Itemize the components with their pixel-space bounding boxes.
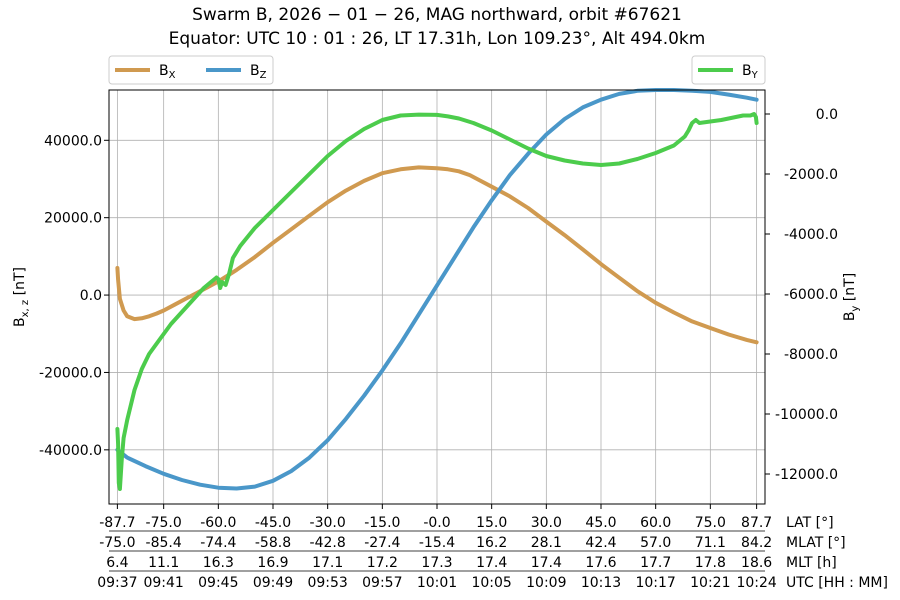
x-tick-label: 16.2	[476, 535, 507, 551]
x-tick-label: 10:09	[526, 575, 566, 591]
x-tick-label: 10:13	[581, 575, 621, 591]
x-tick-label: -45.0	[255, 515, 291, 531]
legend-label: BZ	[250, 63, 267, 81]
x-tick-label: 17.4	[531, 555, 562, 571]
x-tick-label: 16.9	[257, 555, 288, 571]
x-tick-label: 09:49	[253, 575, 293, 591]
left-y-axis-label: Bx, z [nT]	[12, 267, 31, 327]
right-y-tick-label: -2000.0	[784, 167, 838, 183]
left-y-tick-label: -20000.0	[39, 365, 102, 381]
legend-box	[108, 55, 274, 85]
x-tick-label: 17.1	[312, 555, 343, 571]
x-row-label: MLAT [°]	[786, 535, 846, 551]
legend-label: BX	[159, 63, 176, 81]
left-y-tick-label: -40000.0	[39, 443, 102, 459]
x-tick-label: -0.0	[423, 515, 450, 531]
x-tick-label: 45.0	[585, 515, 616, 531]
grid	[109, 90, 765, 504]
x-tick-label: -75.0	[99, 535, 135, 551]
x-row-label: MLT [h]	[786, 555, 837, 571]
legend-left: BX BZ	[108, 55, 274, 85]
x-tick-label: 11.1	[148, 555, 179, 571]
x-tick-label: 09:37	[97, 575, 137, 591]
x-tick-label: -87.7	[99, 515, 135, 531]
x-tick-label: -42.8	[310, 535, 346, 551]
x-tick-label: 09:53	[307, 575, 347, 591]
legend-right: BY	[691, 55, 766, 85]
right-y-axis-label: By [nT]	[842, 273, 861, 321]
x-row-label: UTC [HH : MM]	[786, 575, 888, 591]
x-tick-label: 18.6	[741, 555, 772, 571]
x-tick-label: -15.4	[419, 535, 455, 551]
x-tick-label: 71.1	[695, 535, 726, 551]
x-tick-label: 10:17	[635, 575, 675, 591]
x-tick-label: 84.2	[741, 535, 772, 551]
x-tick-label: 42.4	[585, 535, 616, 551]
x-tick-label: 09:45	[198, 575, 238, 591]
x-tick-label: -74.4	[200, 535, 236, 551]
x-tick-label: 30.0	[531, 515, 562, 531]
left-y-ticks: 40000.0 20000.0 0.0 -20000.0 -40000.0	[39, 133, 109, 459]
chart-title-line1: Swarm B, 2026 − 01 − 26, MAG northward, …	[192, 5, 682, 25]
x-tick-label: -85.4	[146, 535, 182, 551]
x-tick-label: -27.4	[364, 535, 400, 551]
x-tick-label: 17.2	[367, 555, 398, 571]
x-tick-label: 17.6	[585, 555, 616, 571]
x-axis-rows: -87.7 -75.0 -60.0 -45.0 -30.0 -15.0 -0.0 15.0 30…	[97, 504, 888, 591]
x-tick-label: 6.4	[106, 555, 128, 571]
x-tick-label: 28.1	[531, 535, 562, 551]
right-y-ticks: 0.0 -2000.0 -4000.0 -6000.0 -8000.0 -10000.0 -…	[765, 107, 838, 483]
x-tick-label: 17.8	[695, 555, 726, 571]
x-tick-label: -60.0	[200, 515, 236, 531]
series-line-b-y	[115, 112, 759, 491]
x-tick-label: 10:24	[736, 575, 776, 591]
right-y-tick-label: -12000.0	[775, 467, 838, 483]
series-line-b-x	[115, 165, 759, 345]
x-tick-label: 57.0	[640, 535, 671, 551]
x-tick-label: 09:41	[143, 575, 183, 591]
x-tick-label: 09:57	[362, 575, 402, 591]
right-y-tick-label: -4000.0	[784, 227, 838, 243]
x-tick-label: 10:01	[417, 575, 457, 591]
x-tick-label: 17.7	[640, 555, 671, 571]
x-tick-label: 15.0	[476, 515, 507, 531]
x-tick-label: 17.3	[421, 555, 452, 571]
x-tick-label: 17.4	[476, 555, 507, 571]
left-y-tick-label: 0.0	[80, 288, 102, 304]
x-tick-label: -75.0	[146, 515, 182, 531]
left-y-tick-label: 20000.0	[44, 211, 102, 227]
right-y-tick-label: -10000.0	[775, 407, 838, 423]
right-y-tick-label: -8000.0	[784, 347, 838, 363]
left-y-tick-label: 40000.0	[44, 133, 102, 149]
x-tick-label: 87.7	[741, 515, 772, 531]
x-tick-label: 10:05	[471, 575, 511, 591]
x-tick-label: 16.3	[203, 555, 234, 571]
x-tick-label: -30.0	[310, 515, 346, 531]
chart-title-line2: Equator: UTC 10 : 01 : 26, LT 17.31h, Lo…	[169, 29, 706, 49]
x-tick-label: -58.8	[255, 535, 291, 551]
legend-label: BY	[742, 63, 759, 81]
right-y-tick-label: -6000.0	[784, 287, 838, 303]
x-tick-label: 75.0	[695, 515, 726, 531]
x-row-label: LAT [°]	[786, 515, 834, 531]
x-tick-label: 10:21	[690, 575, 730, 591]
right-y-tick-label: 0.0	[816, 107, 838, 123]
x-tick-label: -15.0	[364, 515, 400, 531]
x-tick-label: 60.0	[640, 515, 671, 531]
